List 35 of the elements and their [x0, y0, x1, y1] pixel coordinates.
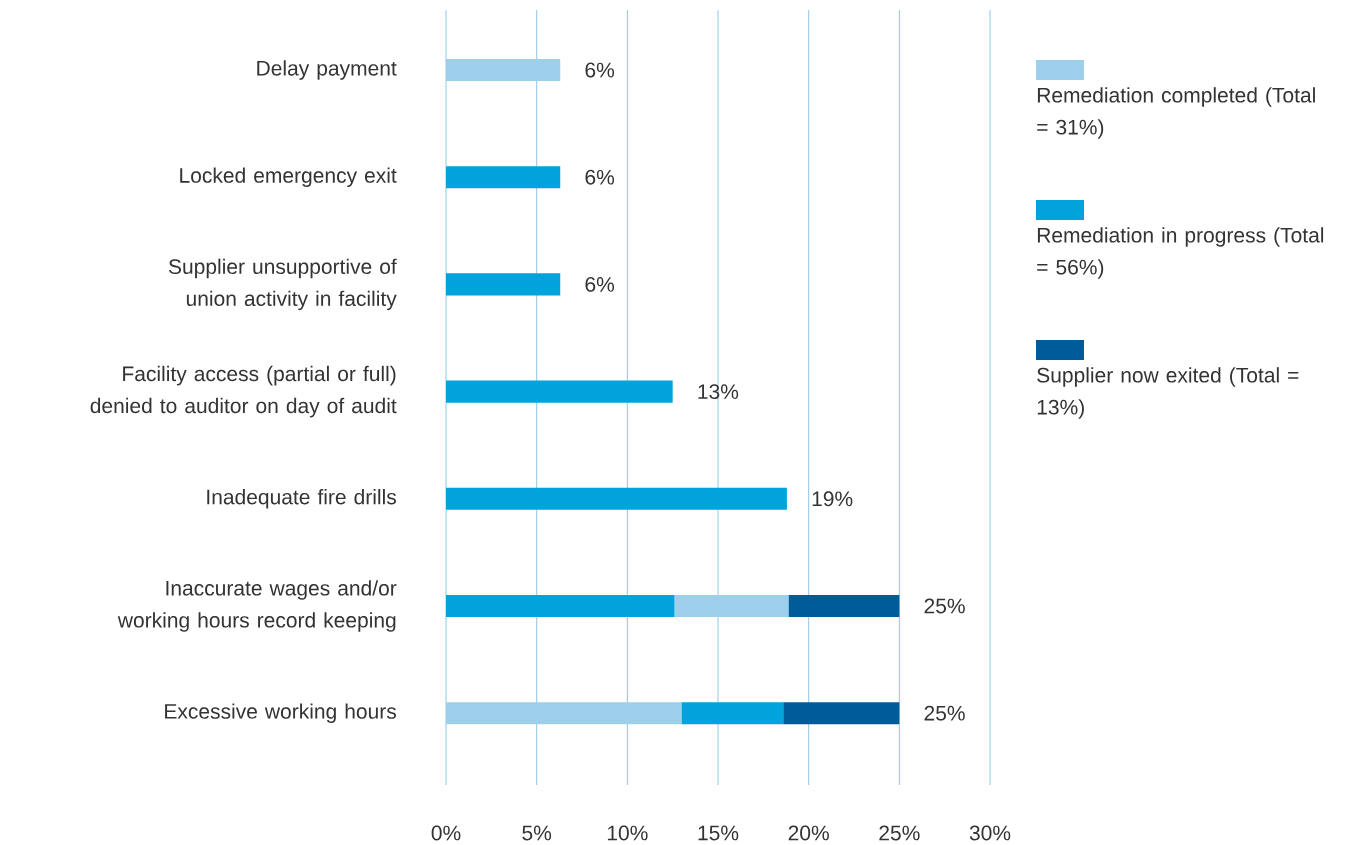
x-tick-label: 5% [522, 825, 552, 841]
bar [446, 58, 561, 82]
bar [788, 594, 900, 618]
bar [446, 166, 561, 189]
total-label: 6% [585, 62, 615, 78]
x-tick-label: 25% [879, 825, 920, 841]
x-tick-label: 15% [698, 825, 739, 841]
total-label: 25% [924, 598, 965, 614]
total-label: 19% [812, 491, 853, 507]
total-label: 6% [585, 276, 615, 292]
bar [446, 702, 682, 725]
bar [681, 702, 784, 725]
x-tick-label: 20% [788, 825, 829, 841]
y-tick-label: Inadequate fire drills [207, 489, 396, 509]
y-tick-label: Excessive working hours [165, 703, 396, 723]
bar [783, 702, 900, 725]
legend-label: Remediation in progress (Total = 56%) [1037, 227, 1324, 279]
y-tick-label: Inaccurate wages and/or working hours record keeping [117, 580, 397, 632]
x-tick-label: 0% [431, 825, 461, 841]
y-tick-label: Supplier unsupportive of union activity in facility [168, 258, 397, 311]
bar [446, 380, 673, 403]
total-label: 6% [585, 169, 615, 185]
x-tick-label: 30% [969, 825, 1011, 841]
bar [674, 594, 789, 618]
total-label: 25% [924, 705, 965, 721]
y-tick-label: Delay payment [257, 60, 397, 80]
y-tick-label: Facility access (partial or full) denied to auditor on day of audit [90, 365, 397, 418]
bar [446, 594, 675, 618]
y-tick-label: Locked emergency exit [180, 167, 397, 188]
x-tick-label: 10% [607, 825, 648, 841]
bar [446, 487, 787, 510]
bar [446, 273, 561, 296]
total-label: 13% [698, 384, 739, 400]
legend-label: Supplier now exited (Total = 13%) [1037, 367, 1299, 419]
legend-label: Remediation completed (Total = 31%) [1037, 87, 1315, 139]
